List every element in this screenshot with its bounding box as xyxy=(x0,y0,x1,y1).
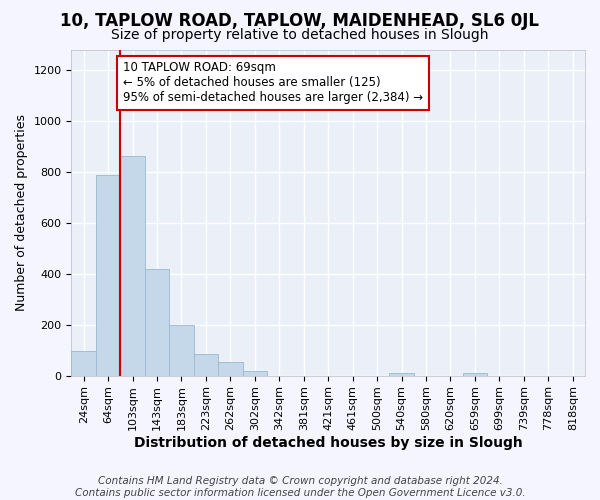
Bar xyxy=(169,324,194,376)
Bar xyxy=(389,373,414,376)
Text: 10, TAPLOW ROAD, TAPLOW, MAIDENHEAD, SL6 0JL: 10, TAPLOW ROAD, TAPLOW, MAIDENHEAD, SL6… xyxy=(61,12,539,30)
Bar xyxy=(194,354,218,376)
Bar xyxy=(463,373,487,376)
Bar xyxy=(121,156,145,376)
Bar xyxy=(218,362,242,376)
Text: Size of property relative to detached houses in Slough: Size of property relative to detached ho… xyxy=(111,28,489,42)
Text: Contains HM Land Registry data © Crown copyright and database right 2024.
Contai: Contains HM Land Registry data © Crown c… xyxy=(74,476,526,498)
Bar xyxy=(242,370,267,376)
Bar xyxy=(96,174,121,376)
Bar xyxy=(71,352,96,376)
Text: 10 TAPLOW ROAD: 69sqm
← 5% of detached houses are smaller (125)
95% of semi-deta: 10 TAPLOW ROAD: 69sqm ← 5% of detached h… xyxy=(123,62,423,104)
Y-axis label: Number of detached properties: Number of detached properties xyxy=(15,114,28,312)
X-axis label: Distribution of detached houses by size in Slough: Distribution of detached houses by size … xyxy=(134,436,523,450)
Bar xyxy=(145,269,169,376)
